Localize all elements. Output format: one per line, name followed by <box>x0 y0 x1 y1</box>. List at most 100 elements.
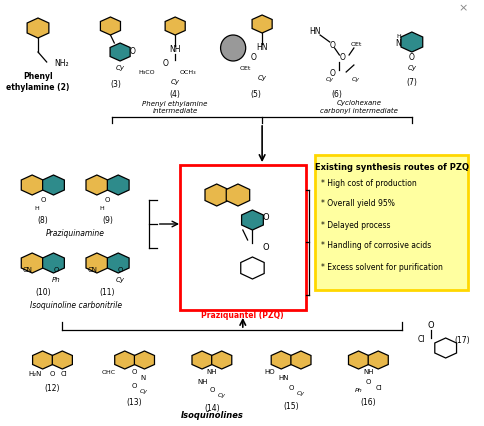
Text: H: H <box>34 205 39 210</box>
Polygon shape <box>165 17 185 35</box>
Text: N: N <box>394 40 400 49</box>
Polygon shape <box>400 32 422 52</box>
Text: Phenyl ethylamine
intermediate: Phenyl ethylamine intermediate <box>142 101 208 114</box>
Text: OHC: OHC <box>102 369 116 374</box>
Text: * High cost of production: * High cost of production <box>320 178 416 187</box>
Text: Cy: Cy <box>217 394 225 398</box>
Text: HO: HO <box>263 369 274 375</box>
Polygon shape <box>211 351 231 369</box>
Polygon shape <box>434 338 455 358</box>
Polygon shape <box>192 351 212 369</box>
Text: (13): (13) <box>126 397 142 406</box>
Text: O: O <box>329 69 335 78</box>
Text: (4): (4) <box>169 90 180 100</box>
Text: Cy: Cy <box>351 78 359 83</box>
Text: (8): (8) <box>37 216 48 225</box>
Polygon shape <box>240 257 264 279</box>
Text: HN: HN <box>256 43 267 52</box>
Text: Existing synthesis routes of PZQ: Existing synthesis routes of PZQ <box>314 162 468 172</box>
Text: O: O <box>262 244 269 253</box>
Text: NH₂: NH₂ <box>54 60 69 69</box>
Polygon shape <box>27 18 49 38</box>
Text: (5): (5) <box>249 90 260 100</box>
Text: O: O <box>250 54 256 63</box>
Text: (15): (15) <box>283 401 298 411</box>
Polygon shape <box>107 253 129 273</box>
Polygon shape <box>348 351 368 369</box>
Polygon shape <box>134 351 154 369</box>
Polygon shape <box>115 351 135 369</box>
Text: * Excess solvent for purification: * Excess solvent for purification <box>320 262 442 271</box>
Text: Cy: Cy <box>115 65 124 71</box>
Polygon shape <box>86 253 107 273</box>
Text: NH: NH <box>363 369 373 375</box>
Text: CN: CN <box>88 267 98 273</box>
Text: (14): (14) <box>204 403 219 412</box>
Text: O: O <box>339 54 345 63</box>
Text: H₃CO: H₃CO <box>138 69 154 75</box>
Text: Cl: Cl <box>375 385 381 391</box>
Text: OCH₃: OCH₃ <box>180 69 196 75</box>
Text: Praziquinamine: Praziquinamine <box>46 228 105 238</box>
Polygon shape <box>52 351 72 369</box>
Text: O: O <box>162 60 168 69</box>
Polygon shape <box>32 351 53 369</box>
Text: * Handling of corrosive acids: * Handling of corrosive acids <box>320 242 430 250</box>
Text: N: N <box>140 375 146 381</box>
Text: O: O <box>117 267 122 273</box>
Text: (11): (11) <box>100 288 115 296</box>
Polygon shape <box>21 253 43 273</box>
Polygon shape <box>86 175 107 195</box>
Polygon shape <box>21 175 43 195</box>
Polygon shape <box>43 175 64 195</box>
Text: H: H <box>99 205 104 210</box>
Polygon shape <box>100 17 120 35</box>
Text: O: O <box>105 197 110 203</box>
Polygon shape <box>110 43 130 61</box>
Text: NH: NH <box>206 369 217 375</box>
Text: Cyclohexane
carbonyl intermediate: Cyclohexane carbonyl intermediate <box>319 101 397 114</box>
Text: Cy: Cy <box>140 389 148 394</box>
Text: (16): (16) <box>360 397 376 406</box>
Text: HN: HN <box>309 28 320 37</box>
Text: (17): (17) <box>454 336 469 345</box>
Text: O: O <box>427 320 434 329</box>
Text: (7): (7) <box>406 78 416 86</box>
Text: ×: × <box>457 3 467 13</box>
Text: Cy: Cy <box>296 391 304 397</box>
Text: O: O <box>54 267 59 273</box>
Text: Isoquinoline carbonitrile: Isoquinoline carbonitrile <box>30 300 121 310</box>
Text: (6): (6) <box>331 90 341 100</box>
Text: (12): (12) <box>45 383 60 392</box>
Text: Cl: Cl <box>60 371 67 377</box>
Text: Cy: Cy <box>407 65 415 71</box>
Text: * Delayed process: * Delayed process <box>320 221 390 230</box>
Text: (3): (3) <box>110 81 121 89</box>
Polygon shape <box>226 184 249 206</box>
Text: OEt: OEt <box>240 66 251 70</box>
Text: NH: NH <box>197 379 207 385</box>
Text: Cy: Cy <box>170 79 179 85</box>
Text: H: H <box>395 34 400 38</box>
Text: Ph: Ph <box>354 388 362 392</box>
Text: O: O <box>40 197 45 203</box>
Polygon shape <box>252 15 272 33</box>
Text: HN: HN <box>277 375 288 381</box>
Text: O: O <box>209 387 214 393</box>
Polygon shape <box>241 210 263 230</box>
Text: O: O <box>50 371 55 377</box>
Text: Cl: Cl <box>417 336 424 345</box>
Text: O: O <box>408 52 414 61</box>
Polygon shape <box>107 175 129 195</box>
Circle shape <box>220 35 245 61</box>
Bar <box>315 155 467 290</box>
Text: CN: CN <box>22 267 32 273</box>
Text: Isoquinolines: Isoquinolines <box>180 411 243 420</box>
Text: O: O <box>262 213 269 222</box>
Text: Cy: Cy <box>325 78 333 83</box>
Text: Praziquantel (PZQ): Praziquantel (PZQ) <box>201 311 284 320</box>
Text: Cy: Cy <box>115 277 124 283</box>
Text: Phenyl
ethylamine (2): Phenyl ethylamine (2) <box>6 72 70 92</box>
Text: O: O <box>129 48 136 57</box>
Text: (9): (9) <box>102 216 113 225</box>
